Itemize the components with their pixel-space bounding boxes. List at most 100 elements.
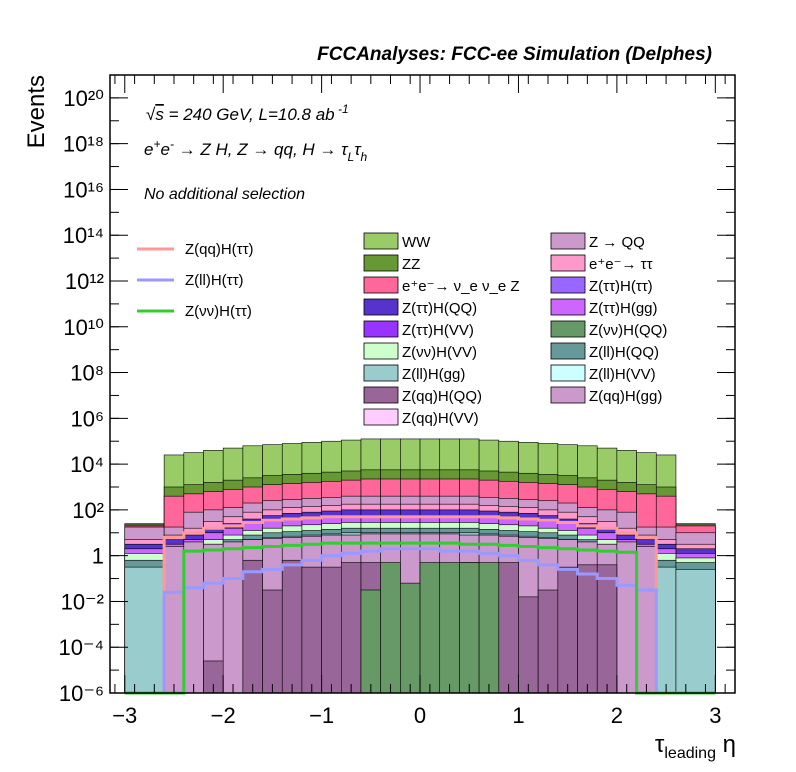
x-tick-label: 1 [512, 703, 524, 728]
bar [124, 566, 165, 694]
legend-entry-ww: WW [363, 232, 431, 251]
y-tick-label: 10⁴ [70, 452, 104, 477]
bar [616, 541, 637, 694]
band-z-h-qq [360, 562, 500, 694]
legend-swatch [550, 298, 586, 316]
legend-entry-z-h: Z(νν)H(ττ) [137, 303, 252, 320]
bar [478, 562, 500, 694]
chart-title: FCCAnalyses: FCC-ee Simulation (Delphes) [317, 44, 712, 65]
energy-lumi-annotation: √s = 240 GeV, L=10.8 ab -1 [146, 102, 349, 124]
y-tick-label: 10¹⁸ [63, 132, 104, 157]
line-z-qq-h [124, 515, 716, 695]
bar [183, 541, 204, 694]
x-tick-label: 3 [709, 703, 721, 728]
legend-swatch [363, 408, 399, 426]
bar [419, 562, 441, 694]
bar [518, 596, 539, 694]
bar [262, 589, 283, 694]
legend-label: Z(νν)H(VV) [402, 344, 477, 361]
bar [537, 589, 559, 694]
bar [321, 566, 342, 694]
legend-label: Z → QQ [589, 234, 645, 251]
legend-swatch [550, 364, 586, 382]
legend-entry-z-qq-h-gg: Z(qq)H(gg) [550, 386, 662, 405]
legend-swatch [363, 298, 399, 316]
y-tick-label: 10¹⁰ [63, 315, 104, 340]
legend-label: Z(ll)H(VV) [589, 366, 656, 383]
x-tick-label: 2 [611, 703, 623, 728]
y-axis-label: Events [23, 75, 50, 148]
y-tick-label: 10² [72, 498, 104, 523]
legend-swatch [550, 276, 586, 294]
legend-swatch [363, 276, 399, 294]
legend-swatch [550, 320, 586, 338]
legend-label: Z(ll)H(ττ) [185, 272, 244, 289]
bar [222, 541, 244, 694]
legend-label: WW [402, 234, 431, 251]
y-tick-label: 10¹⁴ [63, 223, 104, 248]
legend-swatch [550, 232, 586, 250]
legend-entry-z-ll-h-qq: Z(ll)H(QQ) [550, 342, 659, 361]
bar [301, 566, 322, 694]
bar [498, 562, 519, 694]
legend-swatch [550, 386, 586, 404]
legend-label: Z(νν)H(QQ) [589, 322, 667, 339]
legend-label: e⁺e⁻→ ν_e ν_e Z [402, 278, 520, 295]
selection-annotation: No additional selection [144, 186, 305, 203]
legend-label: Z(ττ)H(gg) [589, 300, 658, 317]
legend-swatch [550, 342, 586, 360]
x-tick-label: −2 [211, 703, 236, 728]
legend-swatch [363, 320, 399, 338]
legend-label: Z(qq)H(ττ) [185, 241, 254, 258]
x-tick-label: −3 [112, 703, 137, 728]
y-tick-label: 10⁻⁶ [59, 681, 104, 706]
legend-entry-z-h-gg: Z(ττ)H(gg) [550, 298, 658, 317]
bar [242, 559, 263, 694]
bar [459, 562, 480, 694]
legend-label: Z(ττ)H(VV) [402, 322, 474, 339]
y-tick-label: 10⁸ [70, 361, 104, 386]
legend-swatch [363, 364, 399, 382]
legend-entry-z-h: Z(ττ)H(ττ) [550, 276, 653, 295]
y-tick-label: 10⁻⁴ [58, 635, 104, 660]
bar [340, 562, 362, 694]
legend-entry-z-h-qq: Z(ττ)H(QQ) [363, 298, 477, 317]
line-z-h [124, 541, 716, 695]
legend-swatch [550, 254, 586, 272]
legend-swatch [363, 254, 399, 272]
legend-label: Z(νν)H(ττ) [185, 303, 252, 320]
y-tick-label: 10¹⁶ [63, 177, 104, 202]
legend-entry-z-h-vv: Z(νν)H(VV) [363, 342, 477, 361]
bar [636, 546, 657, 694]
bar [675, 569, 716, 694]
bar [281, 559, 303, 694]
x-axis-label: τleading η [655, 731, 736, 762]
plot-frame [109, 74, 736, 694]
legend-entry-e-e-e-e-z: e⁺e⁻→ ν_e ν_e Z [363, 276, 520, 295]
legend-label: Z(qq)H(gg) [589, 388, 662, 405]
legend-swatch [363, 232, 399, 250]
legend-entry-z-h-vv: Z(ττ)H(VV) [363, 320, 474, 339]
legend-label: Z(ll)H(gg) [402, 366, 465, 383]
process-annotation: e+e- → Z H, Z → qq, H → τLτh [144, 137, 368, 164]
legend-entry-z-qq-h: Z(qq)H(ττ) [137, 241, 254, 258]
legend-entry-z-qq: Z → QQ [550, 232, 645, 251]
bar [360, 589, 381, 694]
bar [557, 566, 578, 694]
y-tick-label: 10²⁰ [63, 86, 104, 111]
line-z-ll-h [124, 547, 716, 695]
legend-label: ZZ [402, 256, 420, 273]
y-tick-label: 1 [92, 544, 104, 569]
legend-entry-z-ll-h-vv: Z(ll)H(VV) [550, 364, 656, 383]
stack-bands [124, 438, 716, 694]
legend-entry-z-ll-h: Z(ll)H(ττ) [137, 272, 244, 289]
legend-label: Z(qq)H(VV) [402, 410, 479, 427]
legend-label: Z(ττ)H(QQ) [402, 300, 477, 317]
legend-entry-z-ll-h-gg: Z(ll)H(gg) [363, 364, 465, 383]
axes: −3 −2 −1 0 1 2 3 10⁻⁶ 10⁻⁴ 10⁻² 1 10² 10⁴ 10⁶ 10⁸ 10¹⁰ 1… [58, 74, 735, 728]
overlay-lines [124, 515, 716, 695]
legend-label: Z(ll)H(QQ) [589, 344, 659, 361]
legend-label: e⁺e⁻→ ττ [589, 256, 653, 273]
bar [577, 564, 598, 694]
